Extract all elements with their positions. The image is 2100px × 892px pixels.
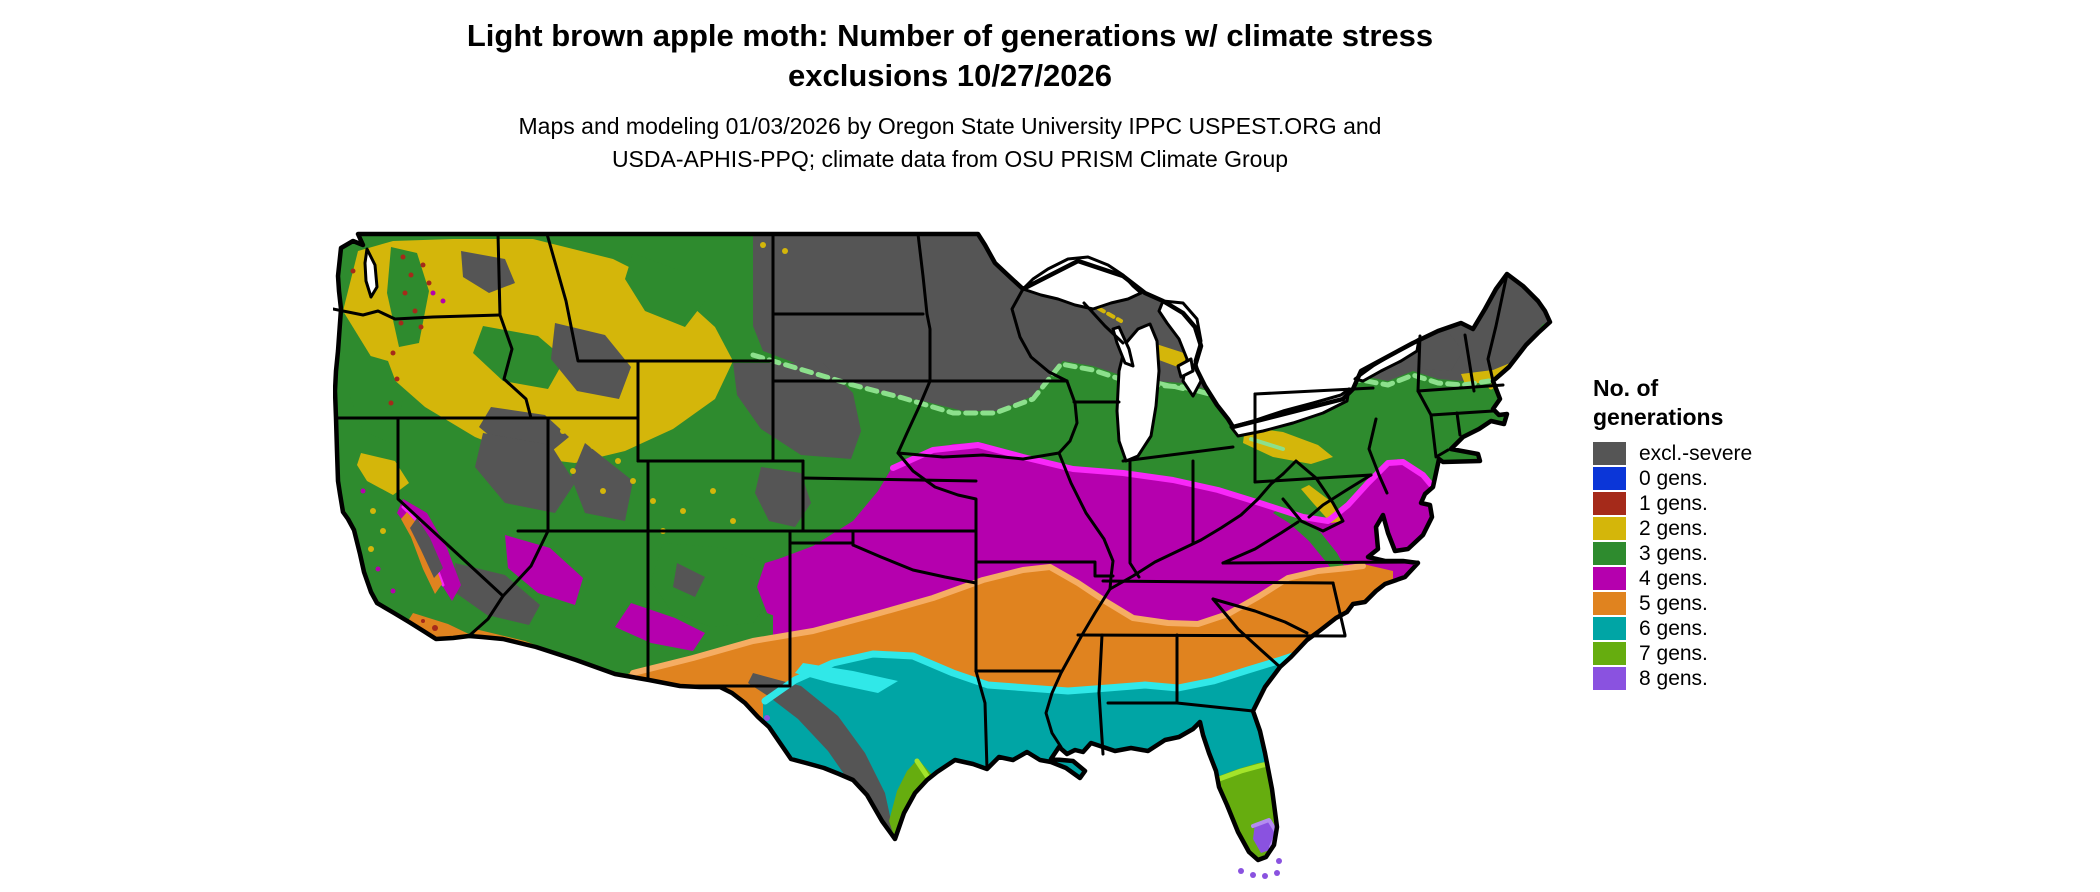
map-subtitle-line1: Maps and modeling 01/03/2026 by Oregon S… [518,113,1382,139]
map-subtitle-line2: USDA-APHIS-PPQ; climate data from OSU PR… [611,146,1289,172]
legend-title: No. of generations [1593,374,1833,432]
legend-label: 7 gens. [1639,641,1708,665]
legend-title-line1: No. of [1593,375,1659,401]
header: Light brown apple moth: Number of genera… [350,16,1550,176]
legend-label: 5 gens. [1639,591,1708,615]
legend-item-2-gens: 2 gens. [1593,516,1833,541]
puget-sound [363,247,379,299]
magenta-specks [360,290,446,594]
legend-swatch-4-gens [1593,567,1626,590]
legend-item-7-gens: 7 gens. [1593,641,1833,666]
legend-label: 4 gens. [1639,566,1708,590]
legend-item-excl-severe: excl.-severe [1593,441,1833,466]
legend-item-8-gens: 8 gens. [1593,666,1833,691]
legend-swatch-7-gens [1593,642,1626,665]
legend-label: 3 gens. [1639,541,1708,565]
red-specks [350,254,438,631]
legend: No. of generations excl.-severe 0 gens. … [1593,374,1833,691]
legend-title-line2: generations [1593,404,1724,430]
saginaw-bay [1176,357,1195,379]
legend-label: 8 gens. [1639,666,1708,690]
map-title-line1: Light brown apple moth: Number of genera… [466,18,1434,53]
legend-swatch-3-gens [1593,542,1626,565]
map-subtitle: Maps and modeling 01/03/2026 by Oregon S… [350,110,1550,176]
legend-swatch-excl-severe [1593,442,1626,465]
legend-swatch-8-gens [1593,667,1626,690]
legend-label: 2 gens. [1639,516,1708,540]
legend-swatch-6-gens [1593,617,1626,640]
legend-item-1-gens: 1 gens. [1593,491,1833,516]
legend-label: excl.-severe [1639,441,1753,465]
legend-swatch-2-gens [1593,517,1626,540]
conus-outline [333,231,1553,863]
legend-label: 1 gens. [1639,491,1708,515]
map-title-line2: exclusions 10/27/2026 [787,58,1112,93]
legend-label: 0 gens. [1639,466,1708,490]
us-generations-map [333,230,1553,882]
legend-item-6-gens: 6 gens. [1593,616,1833,641]
state-borders [333,232,1509,771]
legend-item-5-gens: 5 gens. [1593,591,1833,616]
legend-item-0-gens: 0 gens. [1593,466,1833,491]
legend-swatch-5-gens [1593,592,1626,615]
legend-label: 6 gens. [1639,616,1708,640]
legend-items: excl.-severe 0 gens. 1 gens. 2 gens. 3 g… [1593,441,1833,691]
legend-item-3-gens: 3 gens. [1593,541,1833,566]
legend-item-4-gens: 4 gens. [1593,566,1833,591]
florida-keys [1238,858,1282,879]
legend-swatch-1-gens [1593,492,1626,515]
conus-map-svg [333,231,1553,879]
legend-swatch-0-gens [1593,467,1626,490]
